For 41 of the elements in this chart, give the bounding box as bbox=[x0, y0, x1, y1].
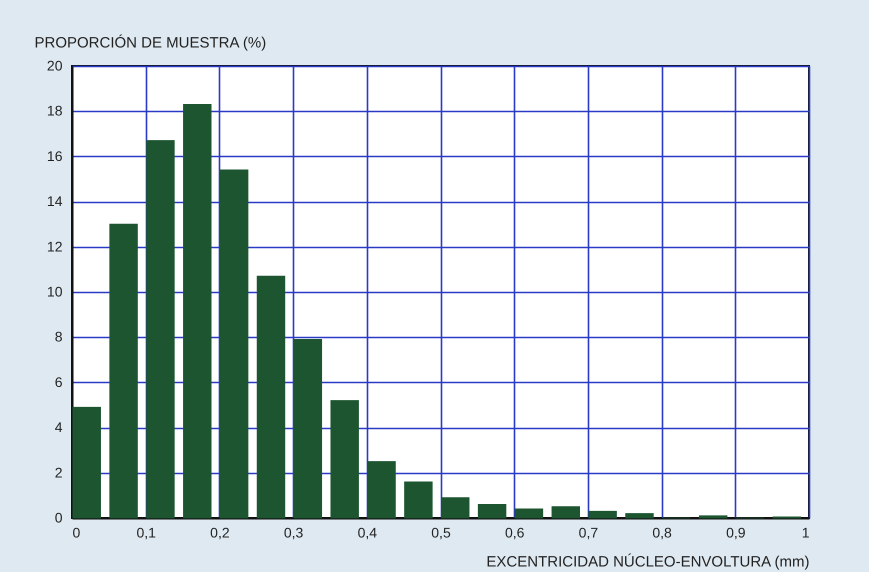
x-tick-label: 0,1 bbox=[136, 524, 156, 540]
y-tick-label: 20 bbox=[46, 58, 63, 74]
bar bbox=[146, 140, 175, 518]
x-tick-label: 0,2 bbox=[210, 524, 230, 540]
x-axis-title: EXCENTRICIDAD NÚCLEO-ENVOLTURA (mm) bbox=[486, 552, 810, 570]
bar bbox=[625, 513, 654, 518]
y-tick-label: 10 bbox=[46, 284, 63, 300]
y-tick-label: 4 bbox=[54, 419, 63, 436]
bar bbox=[514, 508, 544, 518]
x-tick-label: 0,3 bbox=[284, 524, 304, 540]
bar bbox=[478, 504, 506, 518]
x-tick-label: 0,6 bbox=[504, 524, 525, 540]
x-tick-label: 1 bbox=[802, 524, 810, 540]
x-tick-label: 0,8 bbox=[652, 524, 672, 540]
bar bbox=[109, 224, 138, 518]
x-tick-label: 0 bbox=[72, 524, 80, 540]
x-tick-label: 0,7 bbox=[578, 524, 598, 540]
bar bbox=[552, 506, 580, 518]
y-tick-label: 14 bbox=[46, 193, 63, 210]
x-tick-label: 0,9 bbox=[726, 524, 746, 540]
bar bbox=[72, 406, 101, 518]
bar bbox=[294, 339, 322, 518]
x-tick-label: 0,5 bbox=[431, 524, 451, 540]
bar bbox=[404, 481, 433, 518]
bar bbox=[330, 400, 359, 518]
y-tick-label: 16 bbox=[46, 148, 63, 164]
y-tick-label: 6 bbox=[54, 374, 63, 390]
bar bbox=[256, 276, 286, 518]
y-axis-title: PROPORCIÓN DE MUESTRA (%) bbox=[34, 34, 266, 52]
bar bbox=[367, 461, 396, 518]
y-tick-label: 18 bbox=[46, 102, 63, 119]
x-tick-label: 0,4 bbox=[358, 524, 378, 540]
bar bbox=[220, 170, 248, 518]
bar bbox=[441, 497, 470, 518]
bar bbox=[698, 515, 728, 518]
bar bbox=[183, 104, 212, 518]
y-tick-label: 8 bbox=[54, 328, 63, 345]
y-tick-label: 0 bbox=[54, 510, 63, 526]
y-tick-label: 2 bbox=[54, 464, 63, 480]
y-tick-label: 12 bbox=[46, 238, 63, 254]
bar bbox=[588, 510, 617, 518]
